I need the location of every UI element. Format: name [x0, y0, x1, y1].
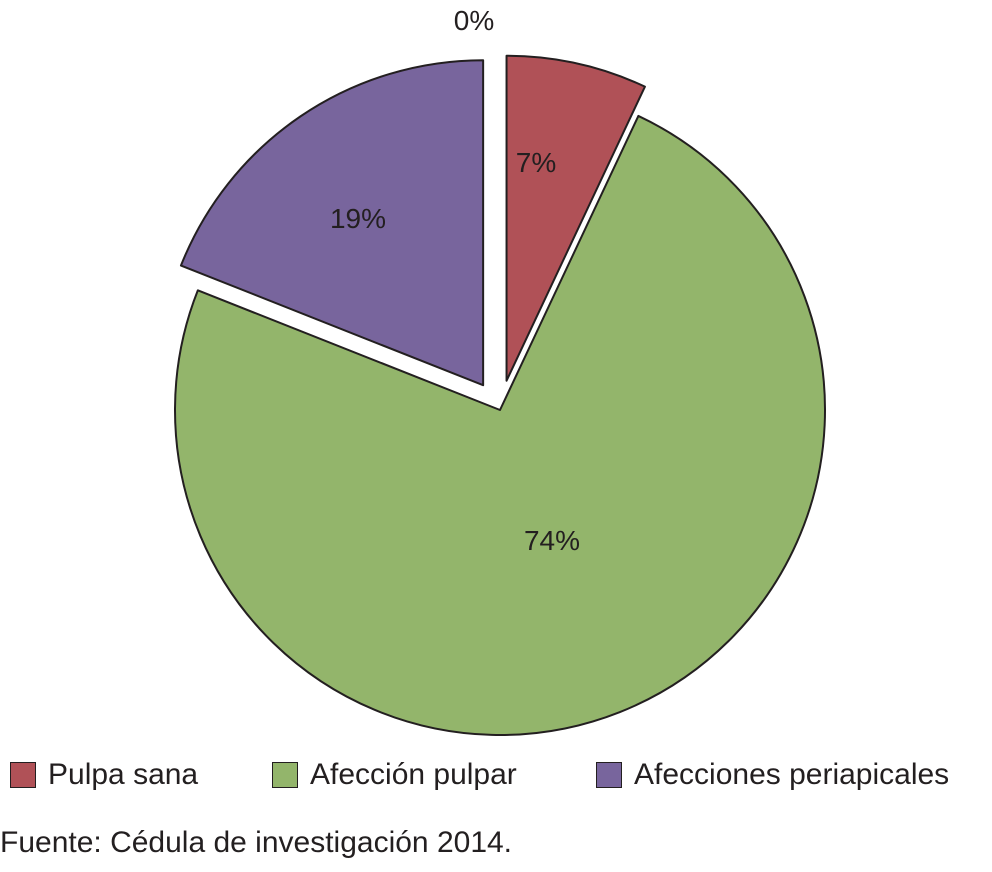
slice-label-afeccion-pulpar: 74%: [524, 525, 580, 556]
legend-label-afecciones-periapicales: Afecciones periapicales: [634, 758, 950, 791]
slice-label-zero: 0%: [454, 5, 494, 36]
legend-swatch-afecciones-periapicales: [596, 762, 622, 788]
legend-swatch-pulpa-sana: [10, 762, 36, 788]
legend-item-afeccion-pulpar: Afección pulpar: [272, 755, 517, 795]
legend-item-pulpa-sana: Pulpa sana: [10, 755, 198, 795]
legend-label-pulpa-sana: Pulpa sana: [48, 758, 199, 791]
legend: Pulpa sana Afección pulpar Afecciones pe…: [10, 755, 985, 795]
legend-label-afeccion-pulpar: Afección pulpar: [310, 758, 517, 791]
pie-labels: 7% 74% 19% 0%: [330, 5, 580, 556]
pie-slices: [174, 54, 826, 736]
legend-swatch-afeccion-pulpar: [272, 762, 298, 788]
slice-label-afecciones-periapicales: 19%: [330, 203, 386, 234]
legend-item-afecciones-periapicales: Afecciones periapicales: [596, 755, 949, 795]
pie-slice-pulpa-sana: [505, 54, 646, 382]
pie-slice-afeccion-pulpar: [174, 114, 826, 736]
pie-chart: 7% 74% 19% 0%: [174, 5, 826, 736]
pie-slice-afecciones-periapicales: [179, 59, 485, 387]
slice-label-pulpa-sana: 7%: [516, 147, 556, 178]
source-note: Fuente: Cédula de investigación 2014.: [0, 826, 513, 859]
